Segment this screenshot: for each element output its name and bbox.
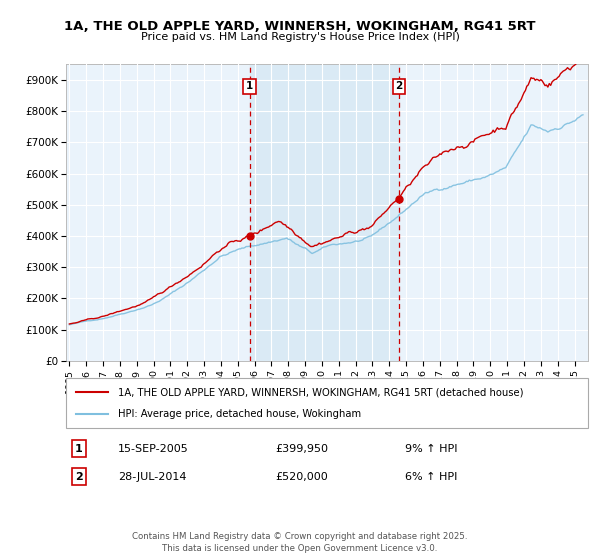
Text: £399,950: £399,950: [275, 444, 328, 454]
Text: 28-JUL-2014: 28-JUL-2014: [118, 472, 187, 482]
Text: 9% ↑ HPI: 9% ↑ HPI: [406, 444, 458, 454]
Text: HPI: Average price, detached house, Wokingham: HPI: Average price, detached house, Woki…: [118, 409, 361, 419]
Text: Contains HM Land Registry data © Crown copyright and database right 2025.
This d: Contains HM Land Registry data © Crown c…: [132, 533, 468, 553]
Text: Price paid vs. HM Land Registry's House Price Index (HPI): Price paid vs. HM Land Registry's House …: [140, 32, 460, 43]
Text: 15-SEP-2005: 15-SEP-2005: [118, 444, 189, 454]
Text: £520,000: £520,000: [275, 472, 328, 482]
Text: 1A, THE OLD APPLE YARD, WINNERSH, WOKINGHAM, RG41 5RT: 1A, THE OLD APPLE YARD, WINNERSH, WOKING…: [64, 20, 536, 32]
Text: 1: 1: [75, 444, 83, 454]
Text: 1A, THE OLD APPLE YARD, WINNERSH, WOKINGHAM, RG41 5RT (detached house): 1A, THE OLD APPLE YARD, WINNERSH, WOKING…: [118, 387, 524, 397]
Bar: [250, 64, 399, 361]
FancyBboxPatch shape: [66, 378, 588, 428]
Text: 1: 1: [246, 81, 253, 91]
Text: 6% ↑ HPI: 6% ↑ HPI: [406, 472, 458, 482]
Text: 2: 2: [75, 472, 83, 482]
Text: 2: 2: [395, 81, 403, 91]
